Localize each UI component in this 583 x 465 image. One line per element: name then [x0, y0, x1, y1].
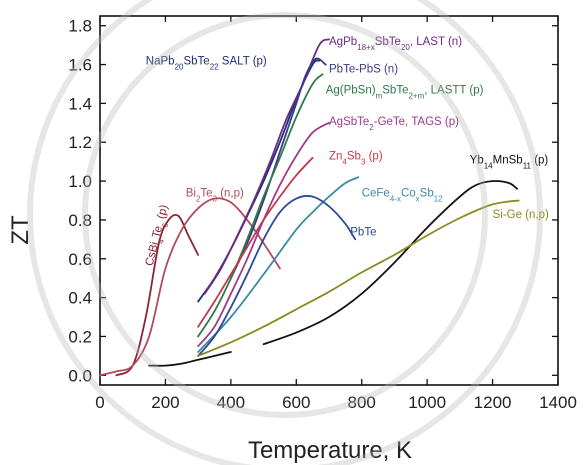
series-label-4: PbTe-PbS (n) [329, 63, 398, 75]
x-tick-label: 1400 [539, 393, 577, 412]
y-tick-label: 1.6 [68, 56, 92, 75]
y-axis-title: ZT [7, 215, 34, 245]
series-label-8: CeFe4-xCoxSb12 [362, 188, 443, 204]
series-label-3: AgPb18+xSbTe20, LAST (n) [329, 36, 462, 52]
series-line-4 [230, 57, 327, 280]
series-line-1 [99, 197, 281, 377]
series-label-11: Si-Ge (n,p) [493, 209, 549, 221]
series-label-0: CsBi4Te6 (p) [144, 203, 174, 268]
series-label-5: Ag(PbSn)mSbTe2+m, LASTT (p) [326, 85, 484, 101]
y-tick-label: 1.2 [68, 133, 92, 152]
series-label-2: NaPb20SbTe22 SALT (p) [146, 56, 267, 72]
series-line-11 [197, 199, 520, 357]
series-label-10: Yb14MnSb11 (p) [470, 155, 549, 171]
series-line-9 [197, 195, 357, 357]
series-line-12 [148, 351, 232, 367]
series-line-2 [197, 59, 321, 303]
series-line-7 [197, 156, 314, 328]
series-line-8 [197, 176, 360, 353]
y-tick-label: 1.8 [68, 17, 92, 36]
y-tick-label: 0.4 [68, 289, 92, 308]
x-tick-label: 400 [217, 393, 245, 412]
x-tick-label: 1200 [474, 393, 512, 412]
series-line-6 [197, 121, 330, 348]
x-tick-label: 800 [348, 393, 376, 412]
y-tick-label: 0.8 [68, 211, 92, 230]
y-tick-label: 1.0 [68, 172, 92, 191]
series-line-3 [203, 38, 330, 295]
x-tick-label: 0 [95, 393, 104, 412]
x-tick-label: 200 [151, 393, 179, 412]
series-line-0 [115, 213, 199, 377]
y-tick-label: 0.6 [68, 250, 92, 269]
series-label-9: PbTe [350, 226, 376, 238]
x-tick-label: 600 [282, 393, 310, 412]
x-axis-title: Temperature, K [248, 437, 412, 464]
y-tick-label: 0.2 [68, 327, 92, 346]
series-label-1: Bi2Te3 (n,p) [186, 188, 244, 204]
series-label-7: Zn4Sb3 (p) [329, 151, 383, 167]
series-line-10 [262, 180, 518, 346]
y-tick-label: 0.0 [68, 366, 92, 385]
series-label-6: AgSbTe2-GeTe, TAGS (p) [329, 116, 459, 132]
y-tick-label: 1.4 [68, 94, 92, 113]
series-line-5 [197, 73, 324, 338]
plot-frame [99, 15, 559, 386]
x-tick-label: 1000 [408, 393, 446, 412]
